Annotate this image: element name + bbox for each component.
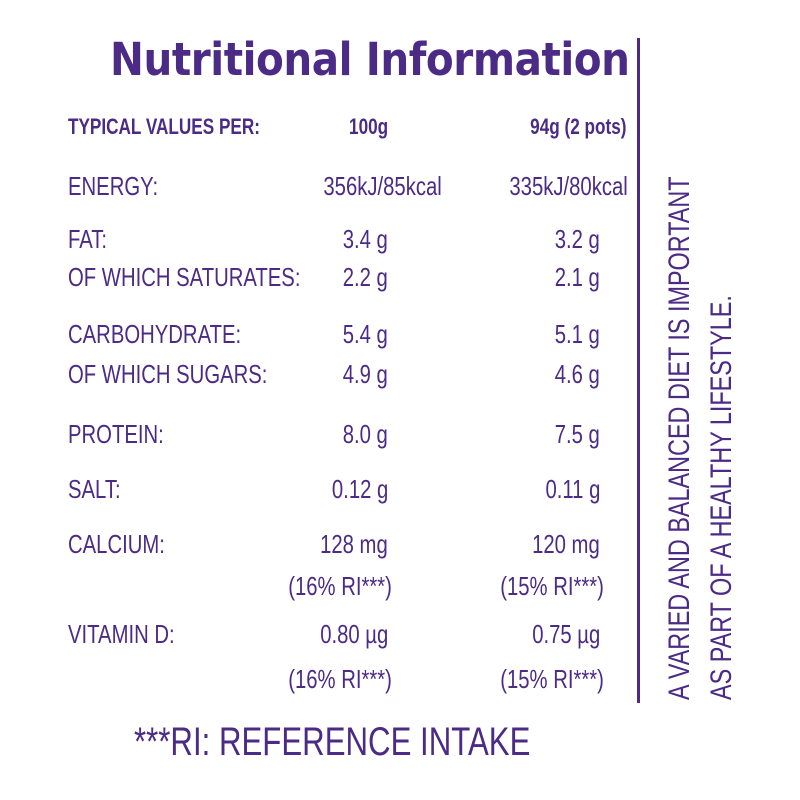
reference-intake-footnote: ***RI: REFERENCE INTAKE: [134, 720, 531, 764]
energy-row: ENERGY: 356kJ/85kcal 335kJ/80kcal: [68, 172, 628, 201]
vertical-divider: [637, 38, 640, 703]
row-value-portion: 0.75 µg: [531, 619, 600, 649]
calcium-row: CALCIUM: 128 mg 120 mg: [68, 530, 628, 559]
row-value-100g: 5.4 g: [342, 319, 388, 349]
header-col1: 100g: [348, 114, 388, 139]
header-label: TYPICAL VALUES PER:: [68, 114, 260, 139]
row-value-portion: 3.2 g: [554, 224, 600, 254]
row-label: OF WHICH SUGARS:: [68, 359, 268, 389]
row-value-100g: 128 mg: [320, 529, 388, 559]
healthy-lifestyle-note: A VARIED AND BALANCED DIET IS IMPORTANT …: [659, 60, 749, 700]
row-value-100g: 4.9 g: [342, 359, 388, 389]
side-note-line-1: A VARIED AND BALANCED DIET IS IMPORTANT: [663, 176, 696, 700]
row-value-portion: 120 mg: [532, 529, 600, 559]
row-label: SALT:: [68, 474, 121, 504]
row-label: CALCIUM:: [68, 529, 165, 559]
header-row: TYPICAL VALUES PER: 100g 94g (2 pots): [68, 112, 628, 141]
row-value-100g: 356kJ/85kcal: [323, 171, 442, 201]
row-value-100g: 8.0 g: [342, 419, 388, 449]
saturates-row: OF WHICH SATURATES: 2.2 g 2.1 g: [68, 263, 628, 292]
row-value-portion: 7.5 g: [554, 419, 600, 449]
vitamin-d-ri-row: (16% RI***) (15% RI***): [68, 665, 628, 694]
sugars-row: OF WHICH SUGARS: 4.9 g 4.6 g: [68, 360, 628, 389]
row-value-portion: 0.11 g: [545, 474, 600, 504]
row-value-portion: 335kJ/80kcal: [509, 171, 628, 201]
row-value-portion: (15% RI***): [500, 664, 604, 694]
row-value-100g: 0.12 g: [331, 474, 388, 504]
row-label: VITAMIN D:: [68, 619, 175, 649]
row-value-100g: (16% RI***): [288, 571, 392, 601]
row-value-portion: 5.1 g: [554, 319, 600, 349]
row-value-100g: 0.80 µg: [319, 619, 388, 649]
row-label: ENERGY:: [68, 171, 159, 201]
calcium-ri-row: (16% RI***) (15% RI***): [68, 572, 628, 601]
header-col2: 94g (2 pots): [529, 114, 626, 139]
salt-row: SALT: 0.12 g 0.11 g: [68, 475, 628, 504]
side-note-line-2: AS PART OF A HEALTHY LIFESTYLE.: [705, 295, 738, 700]
protein-row: PROTEIN: 8.0 g 7.5 g: [68, 420, 628, 449]
row-label: PROTEIN:: [68, 419, 164, 449]
fat-row: FAT: 3.4 g 3.2 g: [68, 225, 628, 254]
carbohydrate-row: CARBOHYDRATE: 5.4 g 5.1 g: [68, 320, 628, 349]
row-value-100g: 2.2 g: [342, 262, 388, 292]
row-label: OF WHICH SATURATES:: [68, 262, 301, 292]
row-value-100g: 3.4 g: [342, 224, 388, 254]
row-value-portion: 4.6 g: [554, 359, 600, 389]
vitamin-d-row: VITAMIN D: 0.80 µg 0.75 µg: [68, 620, 628, 649]
page-title: Nutritional Information: [110, 33, 630, 86]
row-value-portion: 2.1 g: [554, 262, 600, 292]
row-label: FAT:: [68, 224, 108, 254]
row-value-100g: (16% RI***): [288, 664, 392, 694]
row-value-portion: (15% RI***): [500, 571, 604, 601]
row-label: CARBOHYDRATE:: [68, 319, 242, 349]
